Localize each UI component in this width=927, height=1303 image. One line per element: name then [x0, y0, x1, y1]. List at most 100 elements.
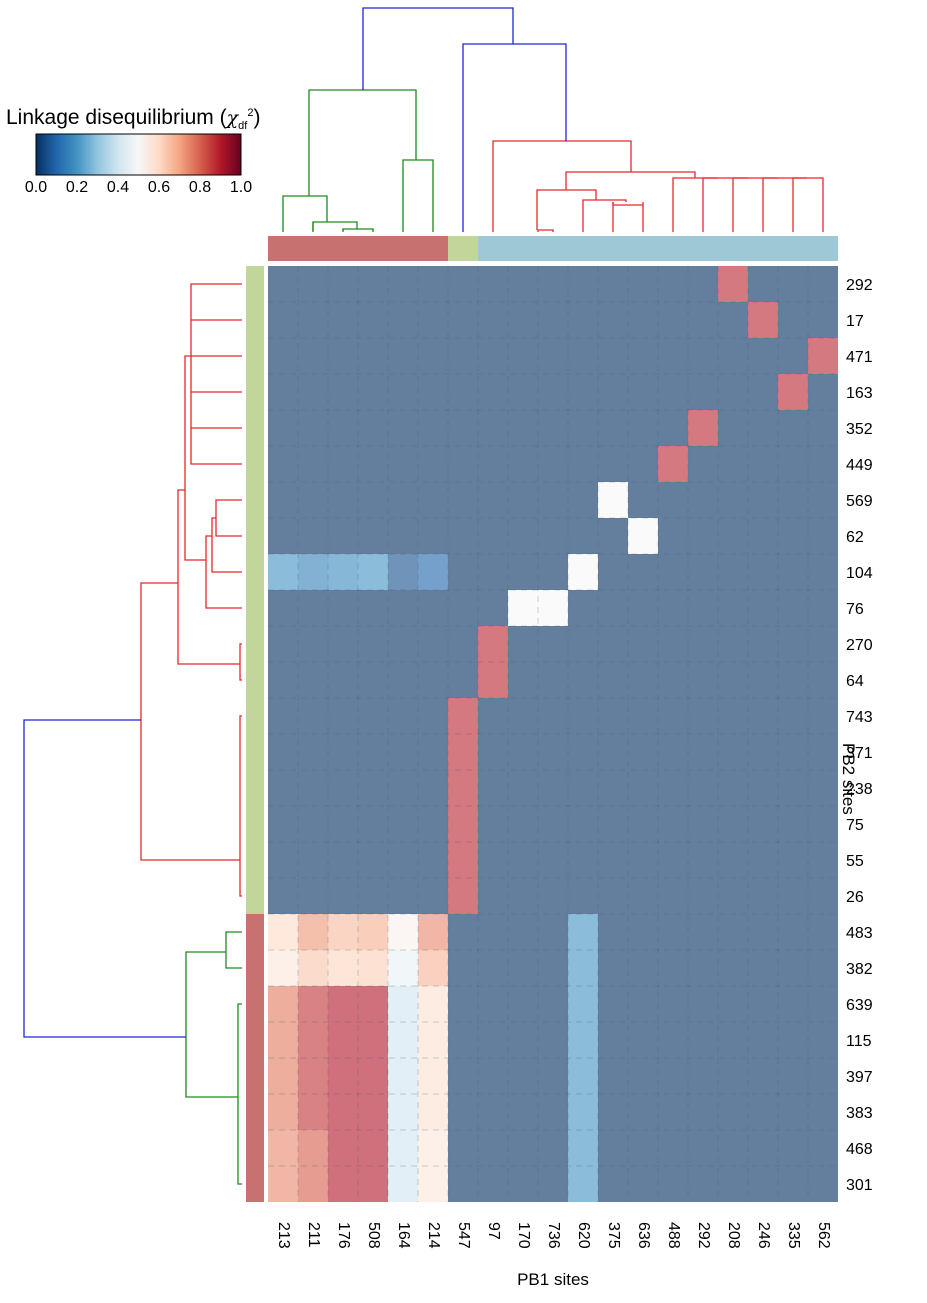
column-tick-label: 488	[665, 1222, 682, 1249]
heatmap-cell	[808, 446, 838, 482]
heatmap-cell	[538, 842, 568, 878]
heatmap-cell	[568, 266, 598, 302]
heatmap-cell	[658, 770, 688, 806]
heatmap-cell	[358, 1022, 388, 1058]
heatmap-cell	[478, 626, 508, 662]
heatmap-cell	[508, 770, 538, 806]
column-cluster-cell	[718, 236, 748, 261]
heatmap-cell	[328, 986, 358, 1022]
heatmap-cell	[568, 338, 598, 374]
heatmap-cell	[598, 878, 628, 914]
heatmap-cell	[718, 770, 748, 806]
heatmap-cell	[748, 662, 778, 698]
heatmap-cell	[298, 554, 328, 590]
row-cluster-cell	[246, 914, 264, 950]
heatmap-cell	[418, 662, 448, 698]
heatmap-cell	[388, 626, 418, 662]
row-tick-label: 382	[846, 961, 873, 978]
heatmap-cell	[688, 266, 718, 302]
heatmap-cell	[418, 338, 448, 374]
heatmap-cell	[778, 518, 808, 554]
heatmap-cell	[658, 374, 688, 410]
heatmap-cell	[598, 662, 628, 698]
heatmap-cell	[418, 806, 448, 842]
heatmap-cell	[628, 986, 658, 1022]
row-cluster-cell	[246, 302, 264, 338]
heatmap-cell	[598, 590, 628, 626]
heatmap-cell	[778, 878, 808, 914]
heatmap-cell	[268, 950, 298, 986]
heatmap-cell	[418, 734, 448, 770]
heatmap-cell	[748, 1166, 778, 1202]
heatmap-cell	[508, 518, 538, 554]
x-axis-label: PB1 sites	[517, 1270, 589, 1289]
heatmap-cell	[808, 770, 838, 806]
heatmap-cell	[328, 518, 358, 554]
heatmap-cell	[628, 554, 658, 590]
row-cluster-cell	[246, 1130, 264, 1166]
heatmap-cell	[658, 626, 688, 662]
heatmap-cell	[268, 482, 298, 518]
row-cluster-cell	[246, 842, 264, 878]
heatmap-cell	[478, 1130, 508, 1166]
heatmap-cell	[448, 1166, 478, 1202]
heatmap-cell	[328, 806, 358, 842]
heatmap-cell	[658, 302, 688, 338]
heatmap-cell	[748, 374, 778, 410]
heatmap-cell	[658, 266, 688, 302]
row-tick-label: 301	[846, 1177, 873, 1194]
row-tick-label: 270	[846, 637, 873, 654]
heatmap-cell	[418, 374, 448, 410]
heatmap-cell	[718, 806, 748, 842]
heatmap-cell	[688, 338, 718, 374]
row-cluster-strip	[246, 266, 264, 1202]
heatmap-cell	[598, 1130, 628, 1166]
heatmap-cell	[808, 1166, 838, 1202]
heatmap-cell	[628, 1022, 658, 1058]
heatmap-cell	[388, 950, 418, 986]
heatmap-cell	[298, 410, 328, 446]
heatmap-cell	[628, 302, 658, 338]
heatmap-cell	[748, 590, 778, 626]
column-cluster-cell	[808, 236, 838, 261]
heatmap-cell	[508, 1022, 538, 1058]
column-cluster-cell	[418, 236, 448, 261]
heatmap-cell	[508, 806, 538, 842]
heatmap-cell	[508, 878, 538, 914]
heatmap-cell	[328, 1094, 358, 1130]
heatmap-cell	[568, 986, 598, 1022]
heatmap-cell	[358, 410, 388, 446]
heatmap-cell	[448, 662, 478, 698]
heatmap-cell	[538, 878, 568, 914]
heatmap-cell	[628, 446, 658, 482]
row-tick-label: 743	[846, 709, 873, 726]
row-tick-label: 383	[846, 1105, 873, 1122]
row-tick-label: 352	[846, 421, 873, 438]
row-cluster-cell	[246, 482, 264, 518]
heatmap-cell	[418, 914, 448, 950]
heatmap-cell	[628, 734, 658, 770]
heatmap-cell	[718, 590, 748, 626]
heatmap-cell	[478, 950, 508, 986]
dendrogram-link	[537, 229, 554, 231]
heatmap-cell	[508, 1166, 538, 1202]
heatmap-cell	[628, 806, 658, 842]
heatmap-cell	[328, 374, 358, 410]
heatmap-cell	[778, 374, 808, 410]
column-tick-label: 636	[635, 1222, 652, 1249]
heatmap-cell	[358, 482, 388, 518]
heatmap-cell	[448, 734, 478, 770]
colorbar-title-text: Linkage disequilibrium	[6, 106, 214, 129]
heatmap-cell	[628, 410, 658, 446]
heatmap-cell	[508, 590, 538, 626]
heatmap-cell	[298, 842, 328, 878]
heatmap-cell	[778, 842, 808, 878]
heatmap-cell	[808, 662, 838, 698]
heatmap-cell	[598, 950, 628, 986]
heatmap-cell	[718, 554, 748, 590]
heatmap-cell	[298, 770, 328, 806]
heatmap-cell	[448, 806, 478, 842]
heatmap-cell	[298, 1022, 328, 1058]
column-cluster-cell	[448, 236, 478, 261]
heatmap-cell	[688, 842, 718, 878]
